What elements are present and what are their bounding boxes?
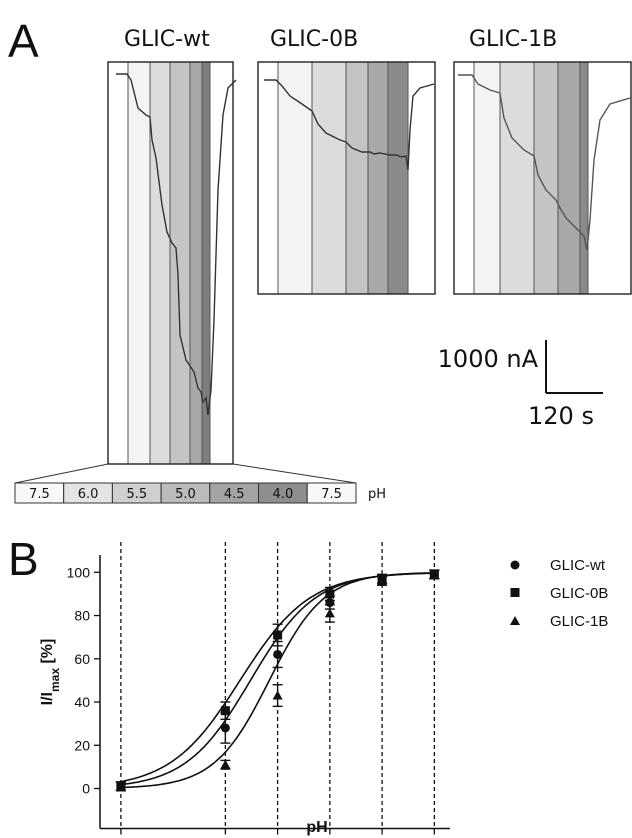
marker-square-1-3 [325,589,335,599]
y-tick-label-20: 20 [74,737,90,753]
marker-triangle-2-0 [115,781,126,791]
y-axis-title-main: I/I [39,692,56,705]
trace-1b [458,74,631,251]
marker-circle-0-1 [220,723,230,733]
marker-triangle-2-5 [429,569,440,579]
y-axis-title-sub: max [48,668,62,692]
trace-wt [116,73,237,416]
ph-cell-6 [306,482,357,504]
trace-box-wt [107,61,237,465]
marker-triangle-2-4 [377,575,388,585]
legend-square-icon [510,588,520,597]
ph-label-3: 5.0 [175,487,196,502]
y-tick-label-100: 100 [67,564,91,580]
y-axis: 0 20 40 60 80 100 [67,555,101,829]
ph-label-4: 4.5 [224,487,245,502]
legend-triangle-icon [510,616,520,625]
x-axis: 765.554.54 [100,827,450,838]
marker-triangle-2-2 [272,690,283,700]
dose-response-plot: 0 20 40 60 80 100 765.554.54 [67,542,450,838]
trace-title-0b: GLIC-0B [270,27,358,52]
ph-label-0: 7.5 [29,487,50,502]
ph-unit-label: pH [368,487,386,502]
trace-title-wt: GLIC-wt [124,27,210,52]
legend-label-1b: GLIC-1B [550,613,608,630]
ph-label-2: 5.5 [126,487,147,502]
y-tick-label-0: 0 [82,781,90,797]
trace-0b [264,79,435,171]
y-axis-title: I/Imax [%] [39,639,62,706]
marker-square-1-1 [220,706,230,716]
panel-b-letter: B [8,533,39,585]
trace-title-1b: GLIC-1B [469,27,557,52]
ph-strip: 7.5 6.0 5.5 5.0 4.5 4.0 7.5 pH [14,482,386,504]
scale-current-label: 1000 nA [438,345,539,373]
legend-circle-icon [510,560,520,570]
scale-bar: 1000 nA 120 s [438,340,603,430]
legend-label-wt: GLIC-wt [550,557,606,574]
marker-triangle-2-3 [324,608,335,618]
dashed-gridlines [120,542,435,829]
ph-label-6: 7.5 [321,487,342,502]
data-markers [115,569,440,792]
panel-a-letter: A [8,15,39,67]
y-tick-label-40: 40 [74,694,90,710]
legend: GLIC-wt GLIC-0B GLIC-1B [510,557,608,630]
marker-triangle-2-1 [220,759,231,769]
x-axis-title: pH [306,819,327,836]
marker-circle-0-2 [273,649,283,659]
y-tick-label-60: 60 [74,651,90,667]
ph-label-5: 4.0 [273,487,294,502]
y-axis-title-tail: [%] [39,639,56,668]
y-tick-label-80: 80 [74,608,90,624]
ph-label-1: 6.0 [78,487,99,502]
marker-square-1-2 [273,630,283,640]
legend-label-0b: GLIC-0B [550,585,608,602]
trace-box-0b [257,61,436,295]
trace-box-1b [453,61,632,295]
scale-time-label: 120 s [528,402,594,430]
